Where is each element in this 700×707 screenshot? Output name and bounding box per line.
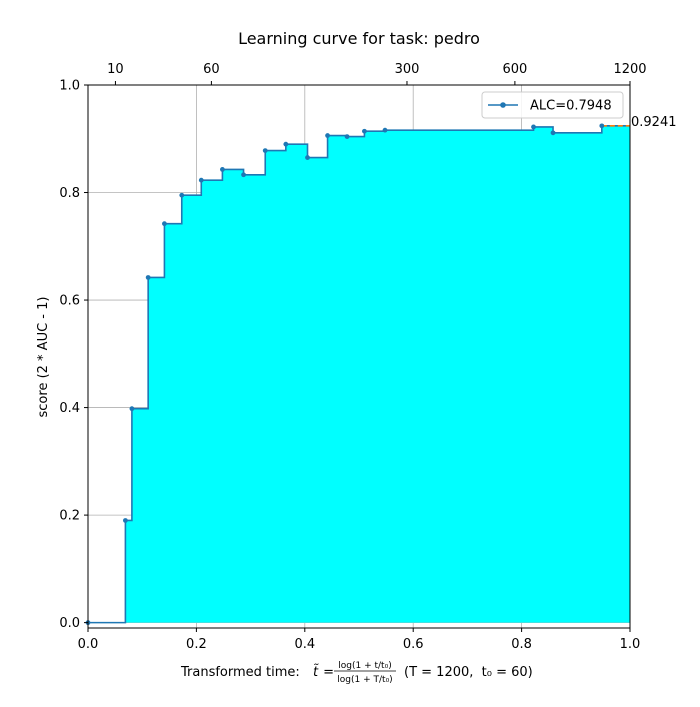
y-tick-label-5: 1.0 [59,79,80,94]
data-point-10 [283,141,289,147]
data-point-1 [122,518,128,523]
data-point-5 [179,192,185,198]
series-step-line [88,125,630,624]
data-point-6 [198,177,204,183]
data-point-17 [550,130,556,136]
plot-frame [87,84,631,629]
series-line-layer [85,123,630,626]
data-point-4 [162,221,167,227]
data-point-2 [129,406,135,412]
x-tick-label-4: 0.8 [511,637,532,652]
top-tick-label-2: 300 [395,62,420,77]
x-tick-label-5: 1.0 [620,637,641,652]
top-tick-label-3: 600 [502,62,527,77]
data-point-13 [344,134,350,140]
x-tick-label-2: 0.4 [294,637,315,652]
y-tick-label-1: 0.2 [59,509,80,524]
legend-label: ALC=0.7948 [530,99,612,114]
data-point-16 [531,124,536,130]
data-point-14 [362,128,367,134]
x-tick-label-3: 0.6 [403,637,424,652]
legend-marker-swatch [500,102,506,108]
x-axis-label-t-tilde: t̃ [313,665,319,680]
axes: 0.0 0.2 0.4 0.6 0.8 1.0 0.0 0.2 0.4 0.6 0.8 1.0 10 60… [59,62,646,652]
data-point-15 [382,127,388,133]
y-tick-label-0: 0.0 [59,616,80,631]
final-score-label: 0.9241 [631,115,677,130]
x-axis-label-equals: = [319,665,338,680]
data-point-3 [145,275,151,280]
x-axis-label-denominator: log(1 + T/t₀) [337,675,392,685]
x-axis-label-params: (T = 1200, t₀ = 60) [404,665,533,680]
top-tick-label-4: 1200 [613,62,646,77]
data-point-8 [241,172,246,178]
y-tick-label-3: 0.6 [59,294,80,309]
top-tick-label-1: 60 [203,62,220,77]
x-axis-label: Transformed time: t̃ = log(1 + t/t₀) log… [180,661,533,685]
data-point-12 [325,133,330,138]
data-point-9 [262,148,268,153]
top-tick-label-0: 10 [107,62,124,77]
y-axis-label: score (2 * AUC - 1) [36,297,51,418]
data-point-11 [305,155,310,160]
legend: ALC=0.7948 [481,91,624,119]
data-point-18 [599,123,605,129]
x-tick-label-1: 0.2 [186,637,207,652]
area-under-curve [88,125,630,623]
chart-title: Learning curve for task: pedro [238,29,480,48]
y-tick-label-2: 0.4 [59,401,80,416]
legend-box [481,91,624,119]
x-tick-label-0: 0.0 [78,637,99,652]
data-point-7 [220,167,225,172]
x-axis-label-prefix: Transformed time: [180,665,304,680]
y-tick-label-4: 0.8 [59,186,80,201]
x-axis-label-numerator: log(1 + t/t₀) [338,661,391,671]
area-fill-layer [88,125,630,623]
